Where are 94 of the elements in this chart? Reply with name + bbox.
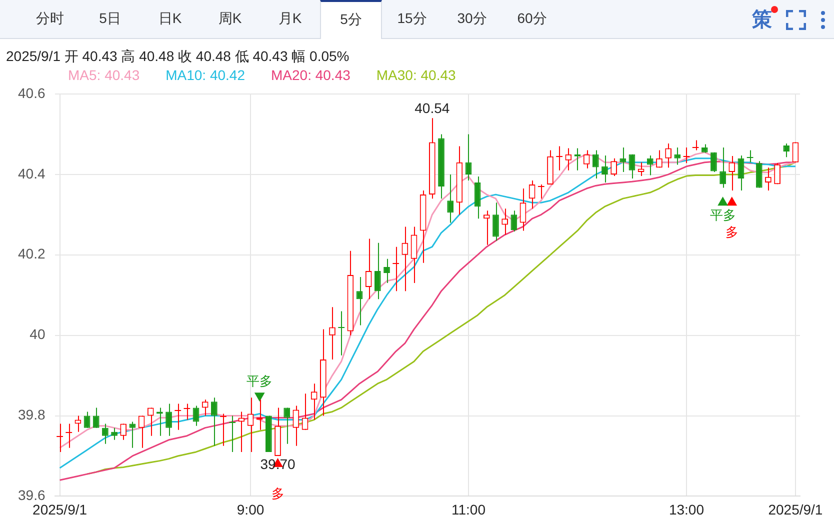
text: MA5: 40.43 [68,67,140,83]
candlestick [166,403,172,436]
x-tick-label: 13:00 [668,501,704,518]
text: 15分 [396,9,428,28]
candlestick [183,403,191,420]
candlestick [329,306,336,360]
candlestick [56,423,64,452]
candlestick [284,407,290,444]
text: 日K [157,9,183,28]
candlestick [447,174,454,224]
annotation: 39.70 [260,456,296,472]
candlestick [502,208,508,236]
candlestick [220,413,227,446]
candlestick [492,202,499,242]
series-label: 多 [725,224,738,240]
candlestick [247,397,254,452]
candlestick [384,258,390,284]
y-tick-label: 40.2 [18,246,46,262]
candlestick [682,146,690,164]
candlestick [365,238,372,300]
text: 多 [271,486,284,502]
candlestick [746,150,754,163]
candlestick [228,415,236,452]
candlestick [202,399,208,416]
candlestick [392,246,400,292]
candlestick [238,411,245,452]
text: 平多 [246,374,273,389]
candlestick [710,152,717,173]
candlestick [211,397,218,446]
text: MA10: 40.42 [166,67,245,83]
text: 30分 [456,9,488,28]
text: 策 [752,8,772,33]
candlestick [356,276,363,326]
text: MA30: 40.43 [376,67,456,83]
candlestick [292,405,300,446]
candlestick [592,150,599,179]
candlestick [528,180,536,210]
candlestick [602,155,608,183]
candlestick [646,155,654,176]
candlestick [302,393,308,430]
y-tick-label: 40.6 [18,84,46,101]
candlestick [738,155,744,192]
candlestick [520,188,526,232]
annotation: 40.54 [414,100,450,116]
candlestick [765,167,772,192]
candlestick [65,423,73,448]
candlestick [692,140,700,151]
candlestick [92,407,100,428]
y-tick-label: 40.4 [18,165,46,182]
candlestick [556,146,563,171]
candlestick [474,176,481,220]
candlestick [756,160,762,188]
y-tick-label: 39.8 [18,406,46,423]
candlestick [674,146,681,166]
y-tick-label: 39.6 [18,487,46,504]
candlestick [410,226,418,284]
candlestick [465,134,472,181]
candlestick [537,184,545,200]
candlestick [338,310,346,356]
candlestick [111,427,118,440]
candlestick [84,411,90,428]
series-label: 平多 [710,208,736,223]
candlestick [192,405,200,426]
y-tick-label: 40 [30,326,46,342]
candlestick [147,407,154,436]
candlestick [374,242,381,300]
candlestick [402,226,408,292]
candlestick [138,415,145,448]
chart-subtitle: 2025/9/1 开 40.43 高 40.48 收 40.48 低 40.43 幅 0.05% [6,48,350,66]
candlestick [174,403,182,430]
candlestick [720,146,726,188]
candlestick [628,154,636,179]
candlestick [483,210,490,246]
candlestick [74,415,82,432]
x-tick-label: 11:00 [451,501,486,518]
text: 分时 [35,9,65,28]
text: 60分 [516,9,548,28]
text: 5日 [98,9,122,28]
candlestick [310,383,318,420]
x-tick-label: 9:00 [236,501,264,518]
candlestick [510,210,518,232]
x-tick-label: 2025/9/1 [32,501,88,518]
text: 周K [217,9,243,28]
candlestick [610,158,617,177]
candlestick [620,146,626,173]
text: MA20: 40.43 [271,67,350,83]
text: 月K [277,9,303,28]
candlestick [102,423,108,444]
candlestick [565,148,572,171]
x-tick-label: 2025/9/1 [768,501,823,518]
candlestick [120,423,127,440]
candlestick [774,162,780,185]
candlestick [129,421,136,448]
text: 5分 [320,0,382,39]
